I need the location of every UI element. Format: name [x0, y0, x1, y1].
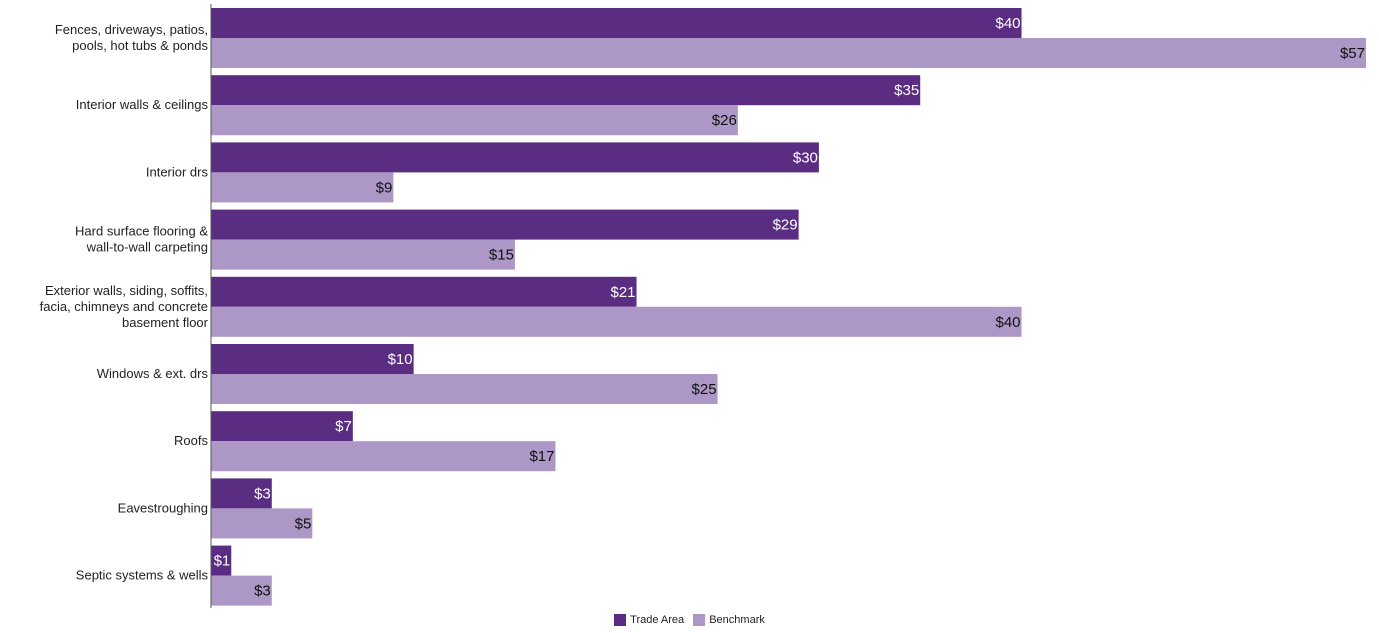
legend-item-trade-area: Trade Area: [614, 614, 684, 626]
value-label-trade-area-0: $40: [995, 15, 1020, 32]
value-label-benchmark-6: $17: [529, 448, 554, 465]
value-label-benchmark-3: $15: [489, 247, 514, 264]
bar-trade-area-3: [211, 209, 799, 240]
category-label-line: Interior walls & ceilings: [76, 97, 209, 112]
category-label-line: Exterior walls, siding, soffits,: [45, 283, 208, 298]
category-label-line: Septic systems & wells: [76, 568, 209, 583]
value-label-benchmark-0: $57: [1340, 45, 1365, 62]
category-label-line: Windows & ext. drs: [97, 366, 209, 381]
value-label-benchmark-1: $26: [712, 112, 737, 129]
bar-trade-area-5: [211, 344, 414, 374]
bar-trade-area-6: [211, 411, 353, 442]
value-label-trade-area-2: $30: [793, 149, 818, 166]
legend-label-trade-area: Trade Area: [630, 614, 685, 626]
value-label-benchmark-2: $9: [376, 179, 393, 196]
value-label-trade-area-1: $35: [894, 82, 919, 99]
category-label-line: Hard surface flooring &: [75, 224, 208, 239]
category-label-4: Exterior walls, siding, soffits, facia, c…: [40, 283, 209, 330]
category-label-line: Interior drs: [146, 164, 209, 179]
value-label-trade-area-8: $1: [214, 553, 231, 570]
bar-benchmark-1: [211, 105, 738, 136]
labels-group: $40 $57 Fences, driveways, patios, pools, h…: [40, 15, 1365, 600]
bar-benchmark-4: [211, 306, 1022, 337]
legend-swatch-benchmark: [693, 614, 706, 626]
value-label-benchmark-8: $3: [254, 583, 271, 600]
category-label-6: Roofs: [174, 433, 208, 448]
bar-chart: $40 $57 Fences, driveways, patios, pools, h…: [40, 4, 1366, 608]
bar-trade-area-1: [211, 75, 921, 106]
bar-trade-area-8: [211, 545, 232, 576]
category-label-line: Roofs: [174, 433, 208, 448]
value-label-trade-area-6: $7: [335, 418, 352, 435]
category-label-3: Hard surface flooring & wall-to-wall carp…: [75, 224, 208, 255]
category-label-line: pools, hot tubs & ponds: [72, 38, 208, 53]
category-label-7: Eavestroughing: [118, 500, 208, 515]
value-label-trade-area-4: $21: [610, 284, 635, 301]
value-label-benchmark-4: $40: [995, 314, 1020, 331]
bar-benchmark-8: [211, 575, 272, 606]
bar-benchmark-3: [211, 239, 515, 270]
category-label-line: basement floor: [122, 315, 209, 330]
bar-benchmark-6: [211, 441, 556, 472]
value-label-trade-area-5: $10: [388, 351, 413, 368]
bar-benchmark-2: [211, 172, 394, 203]
bar-benchmark-0: [211, 38, 1366, 68]
bar-trade-area-4: [211, 276, 637, 307]
category-label-5: Windows & ext. drs: [97, 366, 209, 381]
bar-benchmark-7: [211, 508, 313, 539]
category-label-2: Interior drs: [146, 164, 209, 179]
value-label-benchmark-7: $5: [295, 515, 312, 532]
category-label-line: facia, chimneys and concrete: [40, 299, 208, 314]
bars-group: [211, 8, 1366, 606]
legend: Trade Area Benchmark: [0, 614, 1379, 629]
bar-trade-area-7: [211, 478, 272, 509]
category-label-8: Septic systems & wells: [76, 568, 209, 583]
value-label-trade-area-3: $29: [773, 217, 798, 234]
bar-trade-area-2: [211, 142, 819, 173]
category-label-1: Interior walls & ceilings: [76, 97, 209, 112]
bar-trade-area-0: [211, 8, 1022, 38]
category-label-line: Fences, driveways, patios,: [55, 22, 208, 37]
value-label-trade-area-7: $3: [254, 485, 271, 502]
bar-benchmark-5: [211, 374, 718, 404]
category-label-line: wall-to-wall carpeting: [86, 240, 208, 255]
legend-label-benchmark: Benchmark: [709, 614, 765, 626]
category-label-line: Eavestroughing: [118, 500, 208, 515]
value-label-benchmark-5: $25: [692, 381, 717, 398]
legend-swatch-trade-area: [614, 614, 627, 626]
category-label-0: Fences, driveways, patios, pools, hot tub…: [55, 22, 209, 53]
legend-item-benchmark: Benchmark: [693, 614, 765, 626]
